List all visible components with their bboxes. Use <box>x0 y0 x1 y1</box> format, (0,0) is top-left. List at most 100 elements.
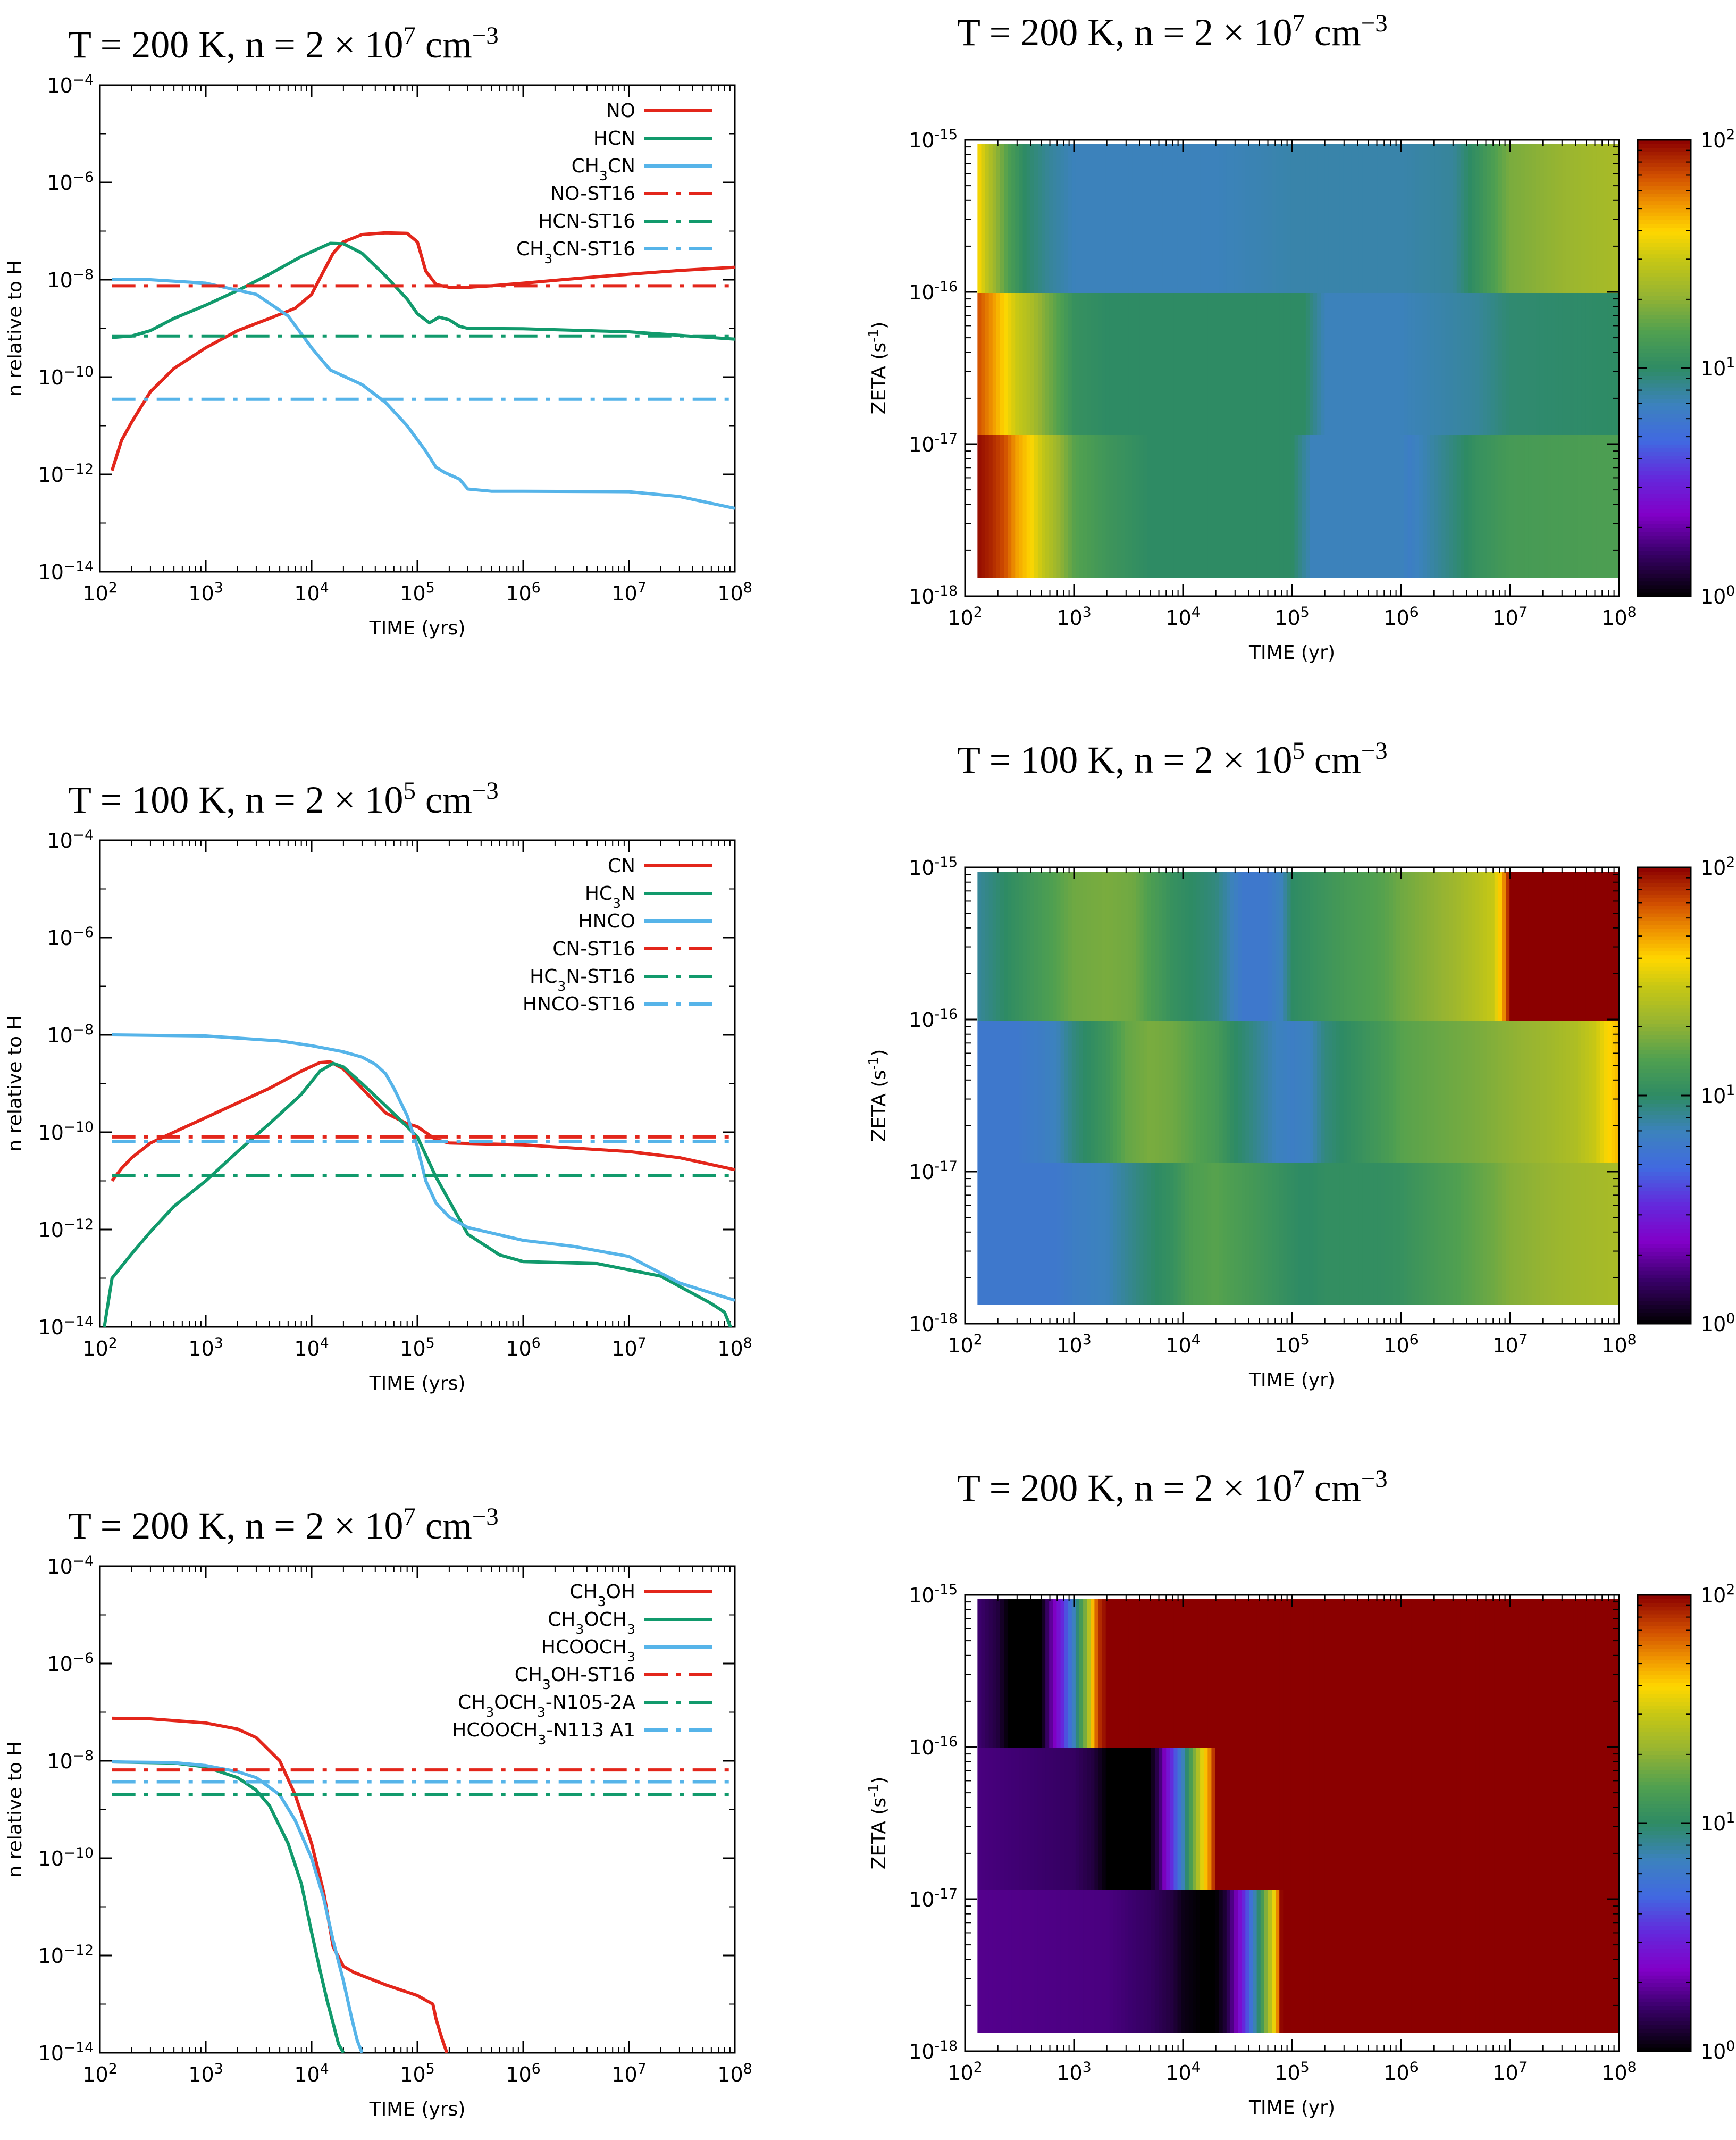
heatmap-cell <box>1283 1890 1288 2033</box>
y-tick-label: 10−8 <box>47 1022 94 1048</box>
heatmap-cell <box>1422 1748 1427 1890</box>
heatmap-cell <box>1200 1599 1205 1748</box>
heatmap-cell <box>1536 1163 1540 1305</box>
heatmap-cell <box>1539 1163 1544 1305</box>
heatmap-cell <box>1060 144 1065 293</box>
heatmap-cell <box>1366 293 1371 435</box>
heatmap-cell <box>1143 872 1148 1021</box>
heatmap-cell <box>977 1163 982 1305</box>
heatmap-cell <box>1060 1890 1065 2033</box>
heatmap-cell <box>1475 1021 1480 1163</box>
heatmap-cell <box>1117 1890 1121 2033</box>
colorbar-segment <box>1638 890 1691 895</box>
heatmap-cell <box>1381 1599 1386 1748</box>
heatmap-cell <box>1464 1599 1469 1748</box>
heatmap-cell <box>992 144 997 293</box>
heatmap-cell <box>1147 1890 1152 2033</box>
heatmap-cell <box>1430 1021 1435 1163</box>
heatmap-cell <box>1238 144 1243 293</box>
colorbar-segment <box>1638 1853 1691 1858</box>
heatmap-cell <box>1506 872 1510 1021</box>
heatmap-cell <box>1309 1163 1314 1305</box>
heatmap-cell <box>1087 435 1092 578</box>
heatmap-row <box>977 435 1620 578</box>
heatmap-cell <box>1456 144 1461 293</box>
colorbar-segment <box>1638 1633 1691 1637</box>
heatmap-row <box>977 1021 1620 1163</box>
heatmap-cell <box>1147 144 1152 293</box>
heatmap-row <box>977 1890 1620 2033</box>
colorbar-segment <box>1638 1118 1691 1123</box>
colorbar-segment <box>1638 565 1691 570</box>
heatmap-cell <box>1253 1163 1257 1305</box>
heatmap-cell <box>1490 1599 1495 1748</box>
colorbar-segment <box>1638 1190 1691 1195</box>
heatmap-cell <box>1234 1163 1238 1305</box>
heatmap-cell <box>1502 144 1506 293</box>
heatmap-cell <box>1479 293 1484 435</box>
heatmap-cell <box>1449 1748 1454 1890</box>
heatmap-cell <box>1200 435 1205 578</box>
colorbar-segment <box>1638 1088 1691 1092</box>
colorbar-segment <box>1638 1929 1691 1934</box>
heatmap-cell <box>1321 1163 1326 1305</box>
heatmap-cell <box>988 872 993 1021</box>
heatmap-cell <box>1045 872 1050 1021</box>
series-line-hc3n <box>103 1061 733 1327</box>
colorbar-segment <box>1638 1899 1691 1903</box>
heatmap-cell <box>1551 293 1556 435</box>
heatmap-cell <box>1211 1599 1216 1748</box>
heatmap-cell <box>1441 144 1446 293</box>
heatmap-cell <box>1264 1748 1269 1890</box>
colorbar-segment <box>1638 1031 1691 1035</box>
colorbar-segment <box>1638 1838 1691 1843</box>
colorbar-segment <box>1638 1754 1691 1759</box>
heatmap-cell <box>1366 1163 1371 1305</box>
heatmap-cell <box>1192 1890 1197 2033</box>
colorbar-segment <box>1638 303 1691 308</box>
heatmap-cell <box>1558 1163 1563 1305</box>
heatmap-cell <box>1607 1890 1612 2033</box>
heatmap-cell <box>1596 293 1601 435</box>
heatmap-cell <box>1521 435 1525 578</box>
colorbar-segment <box>1638 333 1691 338</box>
colorbar-segment <box>1638 1228 1691 1233</box>
heatmap-cell <box>1498 1021 1503 1163</box>
colorbar-segment <box>1638 448 1691 453</box>
colorbar-segment <box>1638 314 1691 319</box>
x-tick-label: 102 <box>82 580 117 606</box>
heatmap-cell <box>1472 293 1477 435</box>
heatmap-cell <box>1219 1021 1223 1163</box>
heatmap-cell <box>1219 1890 1223 2033</box>
heatmap-cell <box>1181 1599 1186 1748</box>
heatmap-cells <box>977 872 1620 1305</box>
heatmap-cell <box>1385 1021 1389 1163</box>
heatmap-cell <box>1453 144 1457 293</box>
colorbar-segment <box>1638 550 1691 555</box>
heatmap-cell <box>1117 435 1121 578</box>
heatmap-cell <box>1196 1748 1201 1890</box>
heatmap-cell <box>1151 1021 1155 1163</box>
y-tick-label: 10-15 <box>909 1582 958 1608</box>
heatmap-cell <box>1177 1021 1182 1163</box>
heatmap-cell <box>1328 1599 1333 1748</box>
colorbar-segment <box>1638 1248 1691 1252</box>
colorbar-segment <box>1638 528 1691 532</box>
colorbar-segment <box>1638 1712 1691 1717</box>
heatmap-cell <box>1276 1748 1280 1890</box>
heatmap-cell <box>1479 144 1484 293</box>
heatmap-cell <box>1577 1599 1582 1748</box>
heatmap-cell <box>1427 1748 1431 1890</box>
colorbar-segment <box>1638 1652 1691 1657</box>
heatmap-cell <box>1056 1599 1061 1748</box>
heatmap-cell <box>1019 1163 1024 1305</box>
colorbar-segment <box>1638 375 1691 380</box>
colorbar-segment <box>1638 1065 1691 1069</box>
heatmap-cell <box>1313 1163 1318 1305</box>
heatmap-cell <box>1049 144 1054 293</box>
heatmap-cell <box>1162 1599 1167 1748</box>
heatmap-cell <box>1313 872 1318 1021</box>
heatmap-cell <box>1521 1021 1525 1163</box>
heatmap-cell <box>1509 1163 1514 1305</box>
heatmap-cell <box>1472 435 1477 578</box>
